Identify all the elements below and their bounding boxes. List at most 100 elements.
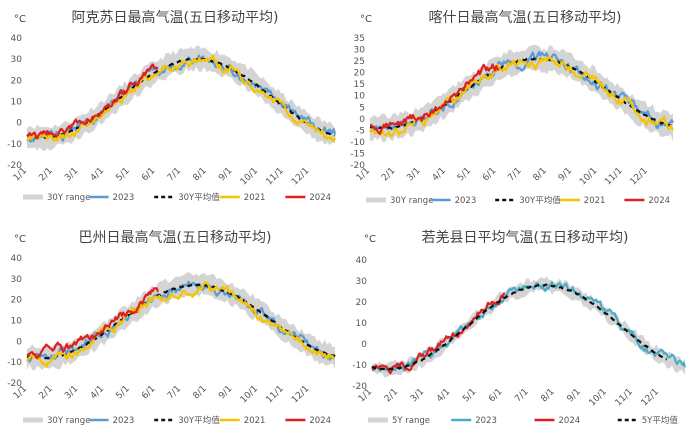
- y-tick-label: 40: [11, 34, 23, 44]
- y-tick-label: 40: [356, 256, 368, 266]
- x-tick-label: 12/1: [640, 387, 661, 408]
- y-tick-label: 10: [356, 319, 368, 329]
- legend-label: 2023: [113, 416, 135, 426]
- y-unit-label: °C: [14, 234, 26, 245]
- x-tick-label: 12/1: [290, 384, 311, 405]
- y-tick-label: -10: [7, 140, 22, 150]
- x-tick-label: 5/1: [456, 166, 473, 183]
- x-tick-label: 5/1: [114, 166, 131, 183]
- y-tick-label: -10: [352, 361, 367, 371]
- legend-label: 2023: [455, 196, 477, 206]
- legend-label: 30Y range: [47, 193, 90, 203]
- y-unit-label: °C: [364, 234, 376, 245]
- x-tick-label: 8/1: [191, 166, 208, 183]
- series-line-2023: [371, 281, 687, 372]
- y-tick-label: 0: [16, 337, 22, 347]
- x-tick-label: 8/1: [532, 166, 549, 183]
- chart-panel-kashgar: 喀什日最高气温(五日移动平均) °C 35 30 25 20 15 10 5 0 -5 -10 -15 -…: [350, 0, 700, 218]
- series-line-2024: [371, 292, 506, 375]
- y-tick-label: 20: [11, 296, 23, 306]
- legend-label: 2024: [309, 193, 331, 203]
- x-tick-label: 4/1: [89, 384, 106, 401]
- y-tick-label: -20: [352, 382, 367, 392]
- y-tick-label: -20: [7, 379, 22, 389]
- x-tick-label: 11/1: [614, 387, 635, 408]
- x-tick-label: 4/1: [431, 166, 448, 183]
- x-tick-label: 3/1: [63, 166, 80, 183]
- legend-label: 30Y平均值: [519, 195, 561, 206]
- y-tick-label: 0: [361, 340, 367, 350]
- x-tick-label: 8/1: [539, 387, 556, 404]
- x-tick-label: 10/1: [578, 166, 599, 187]
- x-tick-label: 2/1: [380, 166, 397, 183]
- y-tick-label: 30: [354, 46, 366, 56]
- y-tick-label: -5: [356, 126, 365, 136]
- x-tick-label: 12/1: [629, 166, 650, 187]
- legend-label: 30Y range: [390, 196, 433, 206]
- chart-panel-ruoqiang: 若羌县日平均气温(五日移动平均) °C 40 30 20 10 0 -10 -20 1/1 2/1 3…: [350, 218, 700, 436]
- series-line-2021: [26, 281, 336, 368]
- x-tick-label: 11/1: [264, 384, 285, 405]
- series-line-2021: [26, 54, 337, 143]
- x-tick-label: 2/1: [383, 387, 400, 404]
- legend-label: 5Y平均值: [642, 415, 679, 426]
- legend-label: 30Y range: [47, 416, 90, 426]
- y-tick-label: 40: [11, 254, 23, 264]
- legend-label: 30Y平均值: [178, 415, 220, 426]
- x-tick-label: 4/1: [435, 387, 452, 404]
- series-line-2024: [26, 287, 159, 360]
- y-tick-label: 20: [354, 69, 366, 79]
- legend-label: 5Y range: [392, 416, 430, 426]
- y-tick-label: 30: [11, 275, 23, 285]
- y-tick-label: 10: [11, 98, 23, 108]
- x-tick-label: 5/1: [114, 384, 131, 401]
- x-tick-label: 11/1: [264, 166, 285, 187]
- y-tick-label: 0: [16, 119, 22, 129]
- x-tick-label: 3/1: [409, 387, 426, 404]
- x-tick-label: 7/1: [513, 387, 530, 404]
- y-tick-label: 5: [359, 103, 365, 113]
- series-line-30Y平均值: [26, 283, 336, 360]
- y-tick-label: -20: [7, 161, 22, 171]
- y-tick-label: -10: [7, 358, 22, 368]
- x-tick-label: 7/1: [166, 166, 183, 183]
- x-tick-label: 11/1: [603, 166, 624, 187]
- series-line-2023: [26, 54, 337, 143]
- legend-label: 30Y平均值: [178, 192, 220, 203]
- y-tick-label: 10: [354, 92, 366, 102]
- range-band: [372, 276, 685, 378]
- series-line-2024: [369, 63, 500, 135]
- y-unit-label: °C: [360, 14, 372, 25]
- y-tick-label: -10: [350, 138, 365, 148]
- y-tick-label: 30: [11, 55, 23, 65]
- y-tick-label: 0: [359, 115, 365, 125]
- y-tick-label: 20: [356, 298, 368, 308]
- x-tick-label: 5/1: [461, 387, 478, 404]
- x-tick-label: 3/1: [405, 166, 422, 183]
- legend-label: 2024: [559, 416, 581, 426]
- y-tick-label: 25: [354, 57, 365, 67]
- legend-label: 2021: [244, 416, 266, 426]
- y-tick-label: 30: [356, 277, 368, 287]
- range-band: [370, 44, 673, 143]
- chart-title: 若羌县日平均气温(五日移动平均): [422, 230, 629, 246]
- x-tick-label: 7/1: [506, 166, 523, 183]
- x-tick-label: 6/1: [140, 166, 157, 183]
- y-tick-label: -15: [350, 149, 365, 159]
- x-tick-label: 9/1: [217, 384, 234, 401]
- chart-title: 喀什日最高气温(五日移动平均): [429, 9, 622, 26]
- chart-panel-aksu: 阿克苏日最高气温(五日移动平均) °C 40 30 20 10 0 -10 -20 1/1 2/1 3…: [0, 0, 350, 218]
- chart-title: 阿克苏日最高气温(五日移动平均): [72, 9, 279, 26]
- x-tick-label: 4/1: [89, 166, 106, 183]
- x-tick-label: 10/1: [588, 387, 609, 408]
- x-tick-label: 6/1: [140, 384, 157, 401]
- legend-label: 2024: [648, 196, 670, 206]
- series-line-2021: [369, 55, 674, 138]
- series-line-5Y平均值: [371, 283, 667, 371]
- x-tick-label: 10/1: [239, 166, 260, 187]
- x-tick-label: 6/1: [487, 387, 504, 404]
